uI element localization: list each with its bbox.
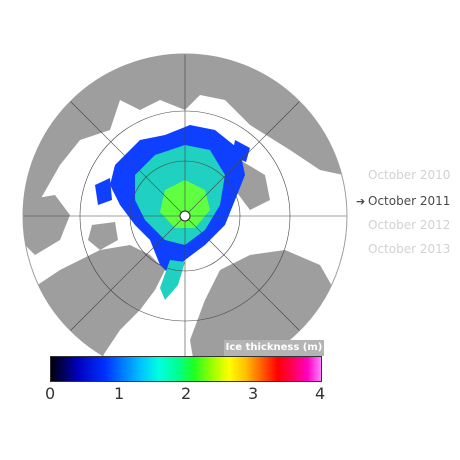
selected-arrow-icon: ➔: [356, 195, 366, 208]
year-option-2013[interactable]: October 2013: [368, 242, 451, 256]
colorbar-tick: 1: [114, 384, 125, 403]
colorbar-tick: 0: [45, 384, 56, 403]
colorbar-tick: 2: [181, 384, 192, 403]
colorbar-tick: 4: [315, 384, 326, 403]
year-option-2012[interactable]: October 2012: [368, 218, 451, 232]
year-option-2010[interactable]: October 2010: [368, 168, 451, 182]
year-option-2011[interactable]: October 2011: [368, 194, 451, 208]
legend-title: Ice thickness (m): [224, 340, 324, 356]
north-pole-marker: [179, 210, 191, 222]
colorbar: [50, 356, 322, 382]
colorbar-tick: 3: [248, 384, 259, 403]
